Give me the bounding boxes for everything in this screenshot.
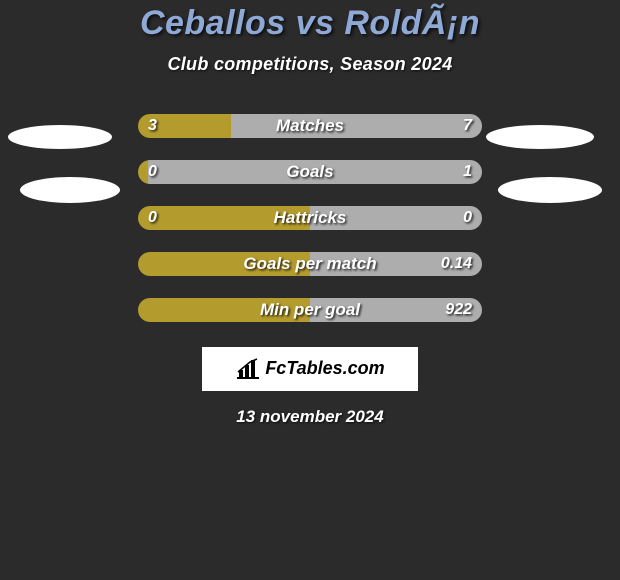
stat-value-left: 0	[148, 206, 157, 230]
stat-label: Matches	[138, 114, 482, 138]
stat-label: Hattricks	[138, 206, 482, 230]
footer-date: 13 november 2024	[0, 407, 620, 427]
stat-label: Goals	[138, 160, 482, 184]
stat-row: Goals0 1	[0, 149, 620, 195]
page-title: Ceballos vs RoldÃ¡n	[0, 6, 620, 42]
page-subtitle: Club competitions, Season 2024	[0, 54, 620, 75]
stat-row: Hattricks0 0	[0, 195, 620, 241]
stat-value-right: 0.14	[441, 252, 472, 276]
brand-badge: FcTables.com	[202, 347, 418, 391]
stat-value-left: 0	[148, 160, 157, 184]
stat-value-right: 7	[463, 114, 472, 138]
stat-value-right: 1	[463, 160, 472, 184]
chart-icon	[235, 358, 261, 380]
stat-value-right: 922	[445, 298, 472, 322]
stats-section: Matches37Goals01Hattricks00Goals per mat…	[0, 103, 620, 333]
stat-row: Goals per match0.14	[0, 241, 620, 287]
stat-value-right: 0	[463, 206, 472, 230]
stat-value-left: 3	[148, 114, 157, 138]
stat-label: Min per goal	[138, 298, 482, 322]
stat-row: Matches3 7	[0, 103, 620, 149]
stat-label: Goals per match	[138, 252, 482, 276]
brand-text: FcTables.com	[265, 358, 384, 379]
stat-row: Min per goal922	[0, 287, 620, 333]
